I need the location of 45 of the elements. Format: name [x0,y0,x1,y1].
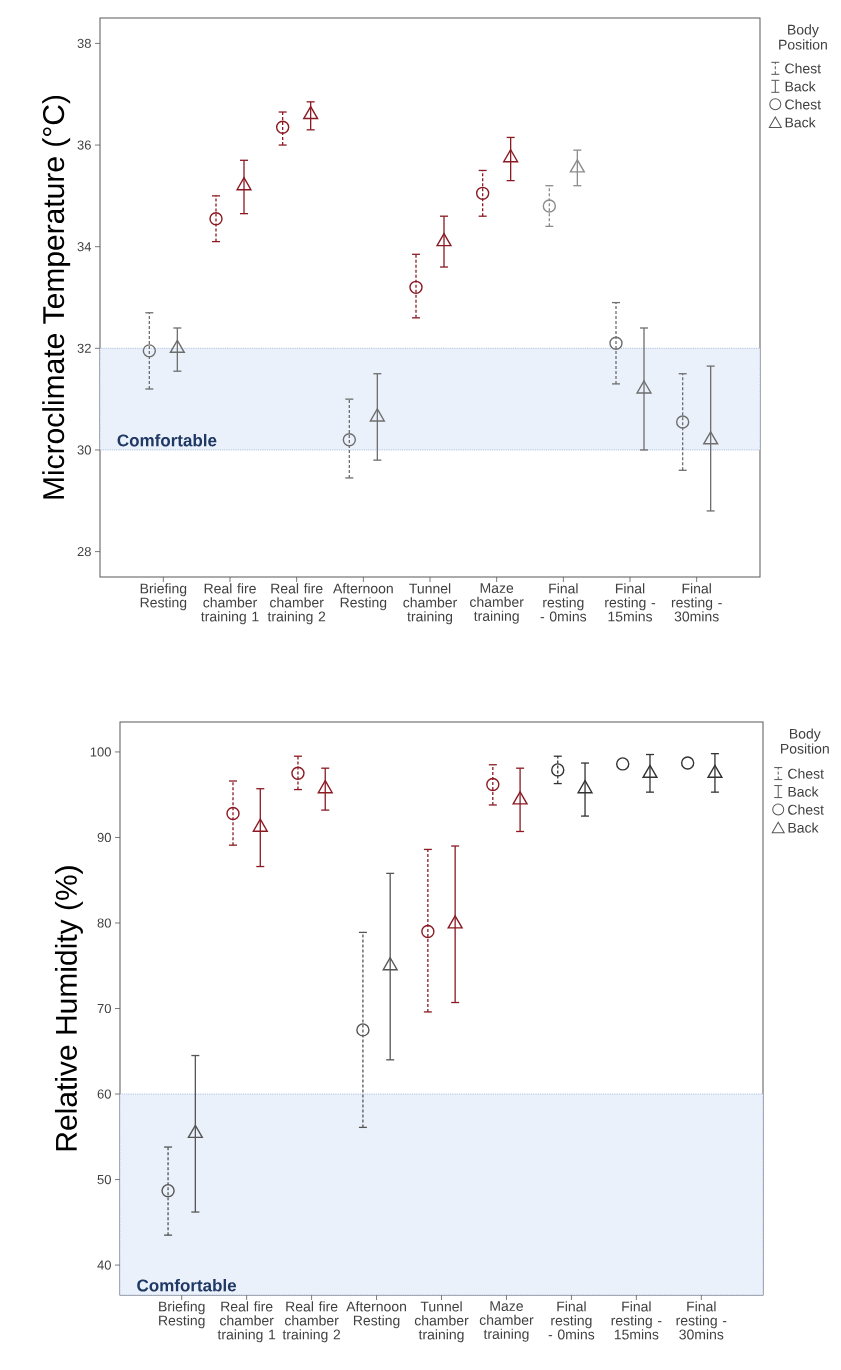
legend-label: Back [788,786,819,797]
band-label: Comfortable [137,1278,237,1292]
y-tick-label: 90 [97,832,111,843]
y-tick-label: 80 [97,918,111,928]
x-tick-label: Final resting - 15mins [605,583,656,622]
x-tick-label: Final resting - 15mins [611,1301,662,1340]
y-tick-label: 60 [97,1089,111,1099]
x-tick-label: Real fire chamber training 1 [217,1301,276,1343]
x-tick-label: Real fire chamber training 2 [267,583,326,625]
text: Chest [788,804,824,815]
x-tick-label: Real fire chamber training 2 [282,1301,341,1343]
legend-title: Body Position [781,728,829,754]
y-tick-label: 36 [77,140,91,150]
y-axis-title: Microclimate Temperature (°C) [42,95,71,499]
text: Back [785,81,816,92]
x-tick-label: Maze chamber training [479,1301,534,1342]
y-tick-label: 38 [77,38,91,49]
x-tick-label: Tunnel chamber training [414,1301,469,1343]
text: Back [785,117,816,128]
x-tick-label: Final resting - 30mins [671,583,722,622]
x-tick-label: Final resting - 0mins [548,1301,595,1340]
text: Chest [785,99,821,110]
legend-title: Body Position [779,24,827,50]
y-tick-label: 100 [90,747,111,757]
text: Chest [785,63,821,74]
band-label: Comfortable [117,433,217,447]
y-tick-label: 28 [77,546,91,557]
x-tick-label: Final resting - 30mins [676,1301,727,1340]
y-tick-label: 32 [77,343,91,353]
x-tick-label: Afternoon Resting [346,1301,406,1329]
y-tick-label: 70 [97,1003,111,1014]
y-tick-label: 50 [97,1174,111,1185]
y-tick-label: 30 [77,445,91,455]
y-tick-label: 40 [97,1260,111,1270]
text: Back [788,822,819,833]
x-tick-label: Final resting - 0mins [540,583,587,622]
x-tick-label: Briefing Resting [159,1301,205,1329]
x-tick-label: Maze chamber training [470,583,524,624]
x-tick-label: Afternoon Resting [333,583,393,611]
x-tick-label: Real fire chamber training 1 [201,583,259,625]
legend-label: Chest [788,768,824,779]
x-tick-label: Tunnel chamber training [403,583,457,625]
x-tick-label: Briefing Resting [140,583,187,611]
y-axis-title: Relative Humidity (%) [54,866,83,1151]
y-tick-label: 34 [77,242,92,252]
